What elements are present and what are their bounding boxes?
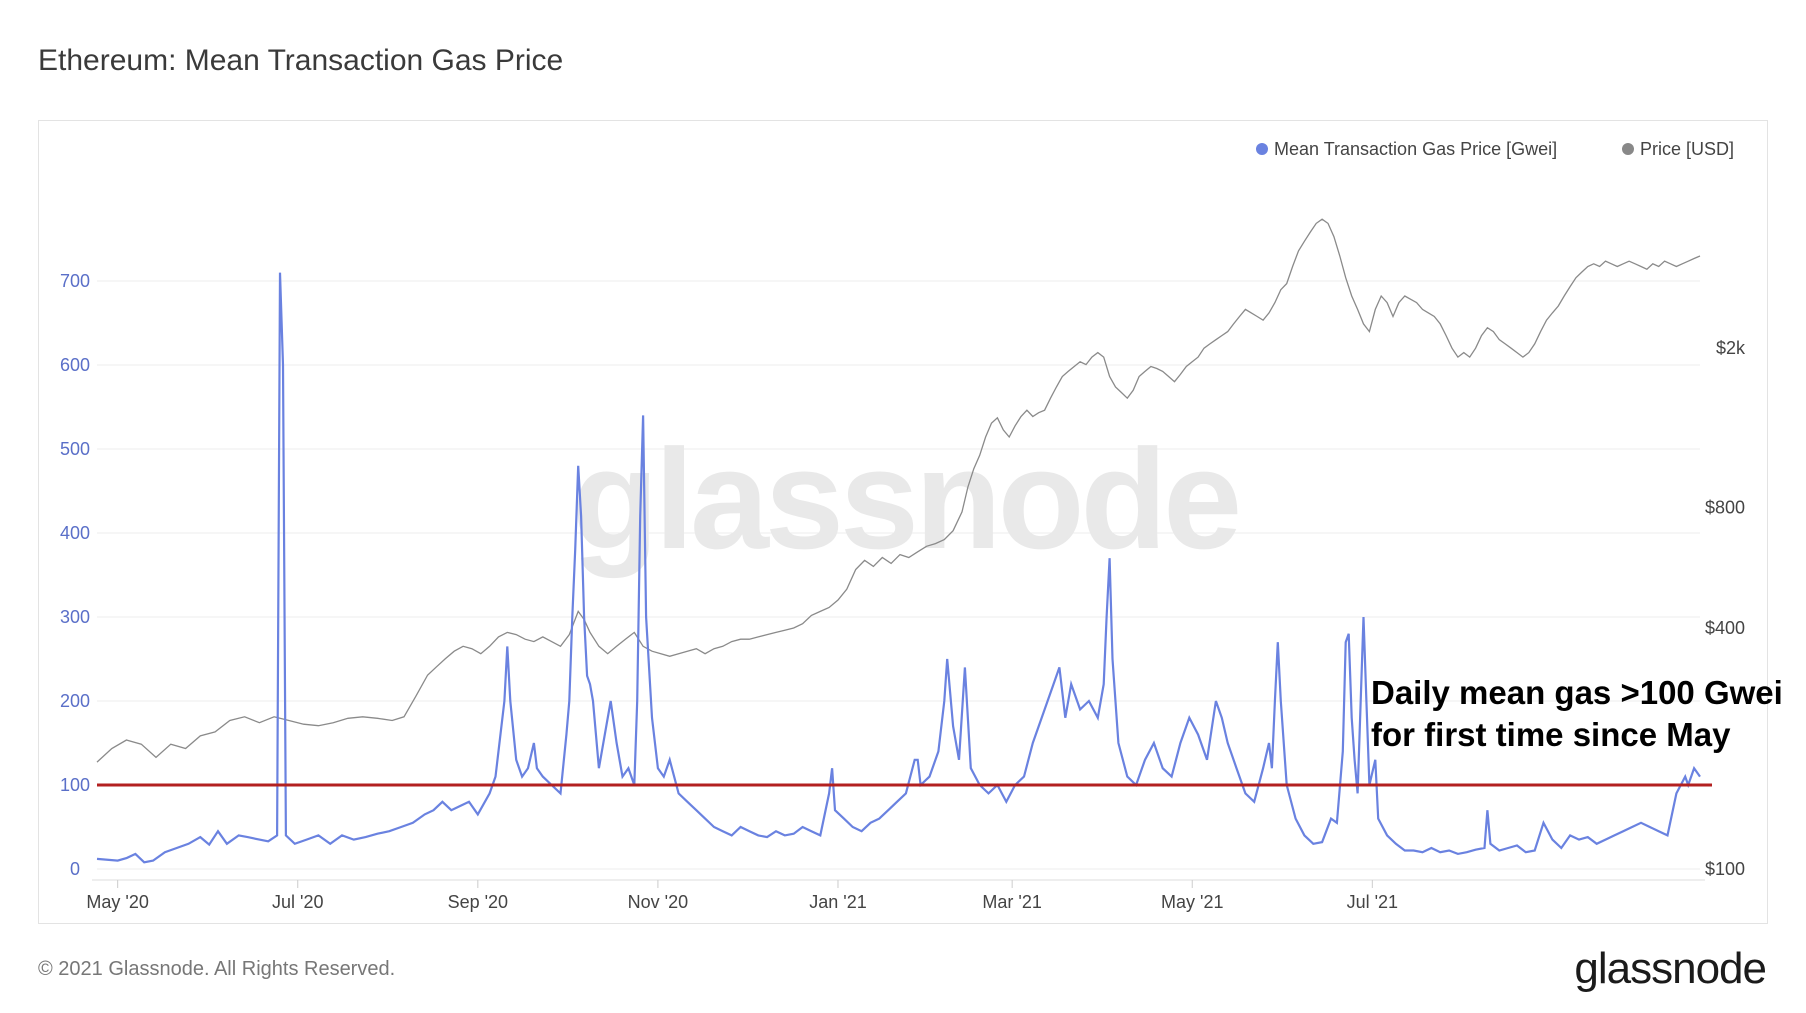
price-usd-line: [96, 218, 1701, 763]
y-left-tick-500: 500: [60, 439, 90, 459]
y-left-tick-100: 100: [60, 775, 90, 795]
legend-marker-0: [1256, 143, 1268, 155]
footer-copyright: © 2021 Glassnode. All Rights Reserved.: [38, 958, 396, 980]
gas-price-line: [96, 272, 1701, 864]
y-right-tick-800: $800: [1705, 498, 1745, 518]
y-left-tick-300: 300: [60, 607, 90, 627]
x-tick-label: Jan '21: [809, 892, 866, 912]
x-tick-label: Sep '20: [448, 892, 509, 912]
x-tick-label: Mar '21: [982, 892, 1041, 912]
legend-marker-1: [1622, 143, 1634, 155]
x-tick-label: May '20: [86, 892, 148, 912]
chart-title: Ethereum: Mean Transaction Gas Price: [38, 44, 564, 77]
x-tick-label: Nov '20: [628, 892, 688, 912]
y-axis-left: 0 100 200 300 400 500 600 700: [60, 271, 90, 879]
y-right-tick-100: $100: [1705, 859, 1745, 879]
x-tick-label: May '21: [1161, 892, 1223, 912]
annotation-text: Daily mean gas >100 Gwei for first time …: [1371, 672, 1783, 756]
y-left-tick-600: 600: [60, 355, 90, 375]
brand-logo: glassnode: [1574, 944, 1767, 993]
annotation-line-1: Daily mean gas >100 Gwei: [1371, 674, 1783, 711]
legend-label-1: Price [USD]: [1640, 139, 1734, 159]
watermark-text: glassnode: [572, 420, 1238, 579]
y-left-tick-200: 200: [60, 691, 90, 711]
x-tick-label: Jul '21: [1347, 892, 1398, 912]
y-axis-right: $100 $400 $800 $2k: [1705, 338, 1746, 879]
x-tick-label: Jul '20: [272, 892, 323, 912]
annotation-line-2: for first time since May: [1371, 716, 1731, 753]
y-left-tick-0: 0: [70, 859, 80, 879]
x-axis: May '20 Jul '20 Sep '20 Nov '20 Jan '21 Mar '…: [86, 879, 1705, 912]
chart-frame: [38, 120, 1768, 924]
legend: Mean Transaction Gas Price [Gwei] Price […: [1256, 139, 1734, 159]
y-right-tick-400: $400: [1705, 618, 1745, 638]
legend-label-0: Mean Transaction Gas Price [Gwei]: [1274, 139, 1557, 159]
y-right-tick-2k: $2k: [1716, 338, 1746, 358]
y-left-tick-400: 400: [60, 523, 90, 543]
y-left-tick-700: 700: [60, 271, 90, 291]
